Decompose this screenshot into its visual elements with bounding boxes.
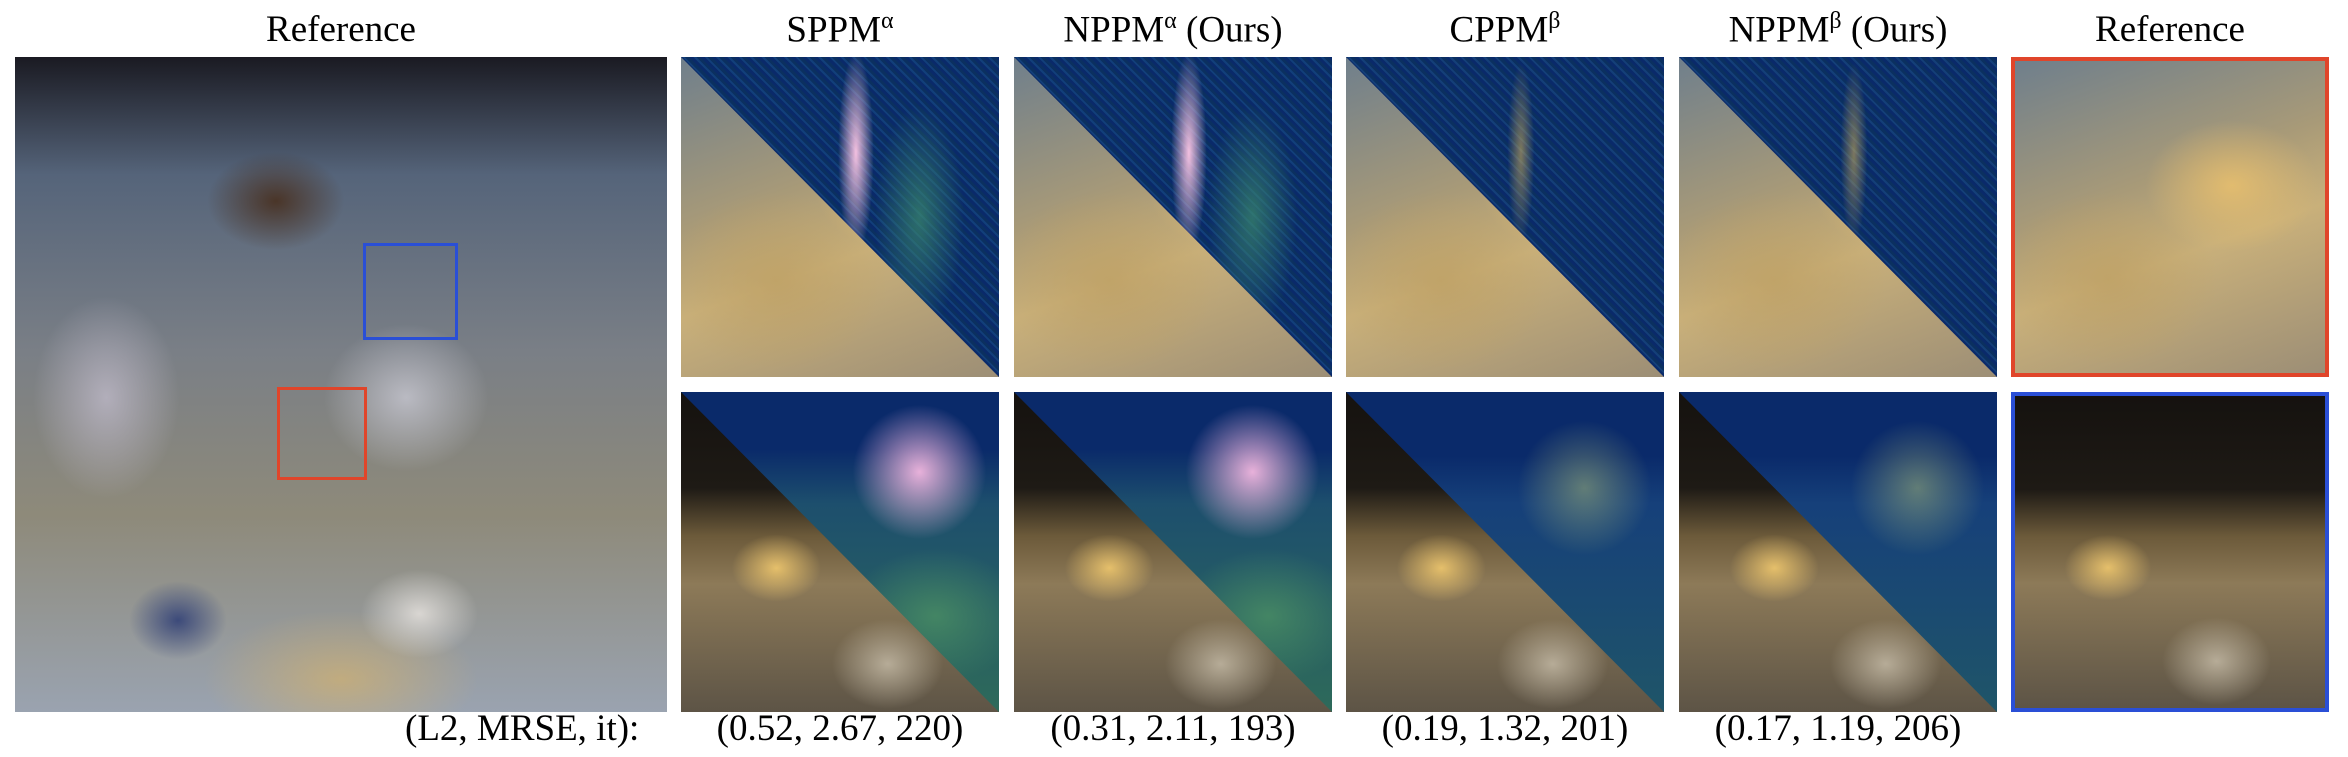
method-superscript: β (1829, 8, 1842, 34)
header-nppm-alpha: NPPMα (Ours) (1014, 8, 1332, 51)
cppm-beta-crop-bottom (1346, 392, 1664, 712)
header-reference: Reference (266, 9, 416, 50)
metrics-cppm-beta: (0.19, 1.32, 201) (1381, 708, 1629, 749)
method-name: CPPM (1449, 9, 1549, 51)
metrics-sppm-alpha: (0.52, 2.67, 220) (716, 708, 964, 749)
header-sppm-alpha: SPPMα (681, 8, 999, 51)
reference-image (15, 57, 667, 712)
metrics-nppm-alpha: (0.31, 2.11, 193) (1050, 708, 1296, 749)
method-superscript: α (1164, 8, 1177, 34)
method-suffix: (Ours) (1176, 9, 1283, 51)
method-name: SPPM (786, 9, 882, 51)
sppm-alpha-crop-bottom (681, 392, 999, 712)
header-cppm-beta: CPPMβ (1346, 8, 1664, 51)
reference-crop-bottom (2011, 392, 2329, 712)
sppm-alpha-crop-top (681, 57, 999, 377)
reference-crop-top (2011, 57, 2329, 377)
method-name: NPPM (1063, 9, 1165, 51)
metrics-nppm-beta: (0.17, 1.19, 206) (1714, 708, 1962, 749)
metrics-label: (L2, MRSE, it): (405, 708, 640, 749)
nppm-alpha-crop-top (1014, 57, 1332, 377)
method-superscript: α (881, 8, 894, 34)
blue-inset-box (363, 243, 458, 340)
header-nppm-beta: NPPMβ (Ours) (1679, 8, 1997, 51)
method-name: NPPM (1728, 9, 1830, 51)
method-suffix: (Ours) (1841, 9, 1948, 51)
cppm-beta-crop-top (1346, 57, 1664, 377)
nppm-beta-crop-bottom (1679, 392, 1997, 712)
red-inset-box (277, 387, 367, 480)
nppm-alpha-crop-bottom (1014, 392, 1332, 712)
nppm-beta-crop-top (1679, 57, 1997, 377)
header-reference-crop: Reference (2095, 9, 2245, 50)
method-superscript: β (1548, 8, 1561, 34)
